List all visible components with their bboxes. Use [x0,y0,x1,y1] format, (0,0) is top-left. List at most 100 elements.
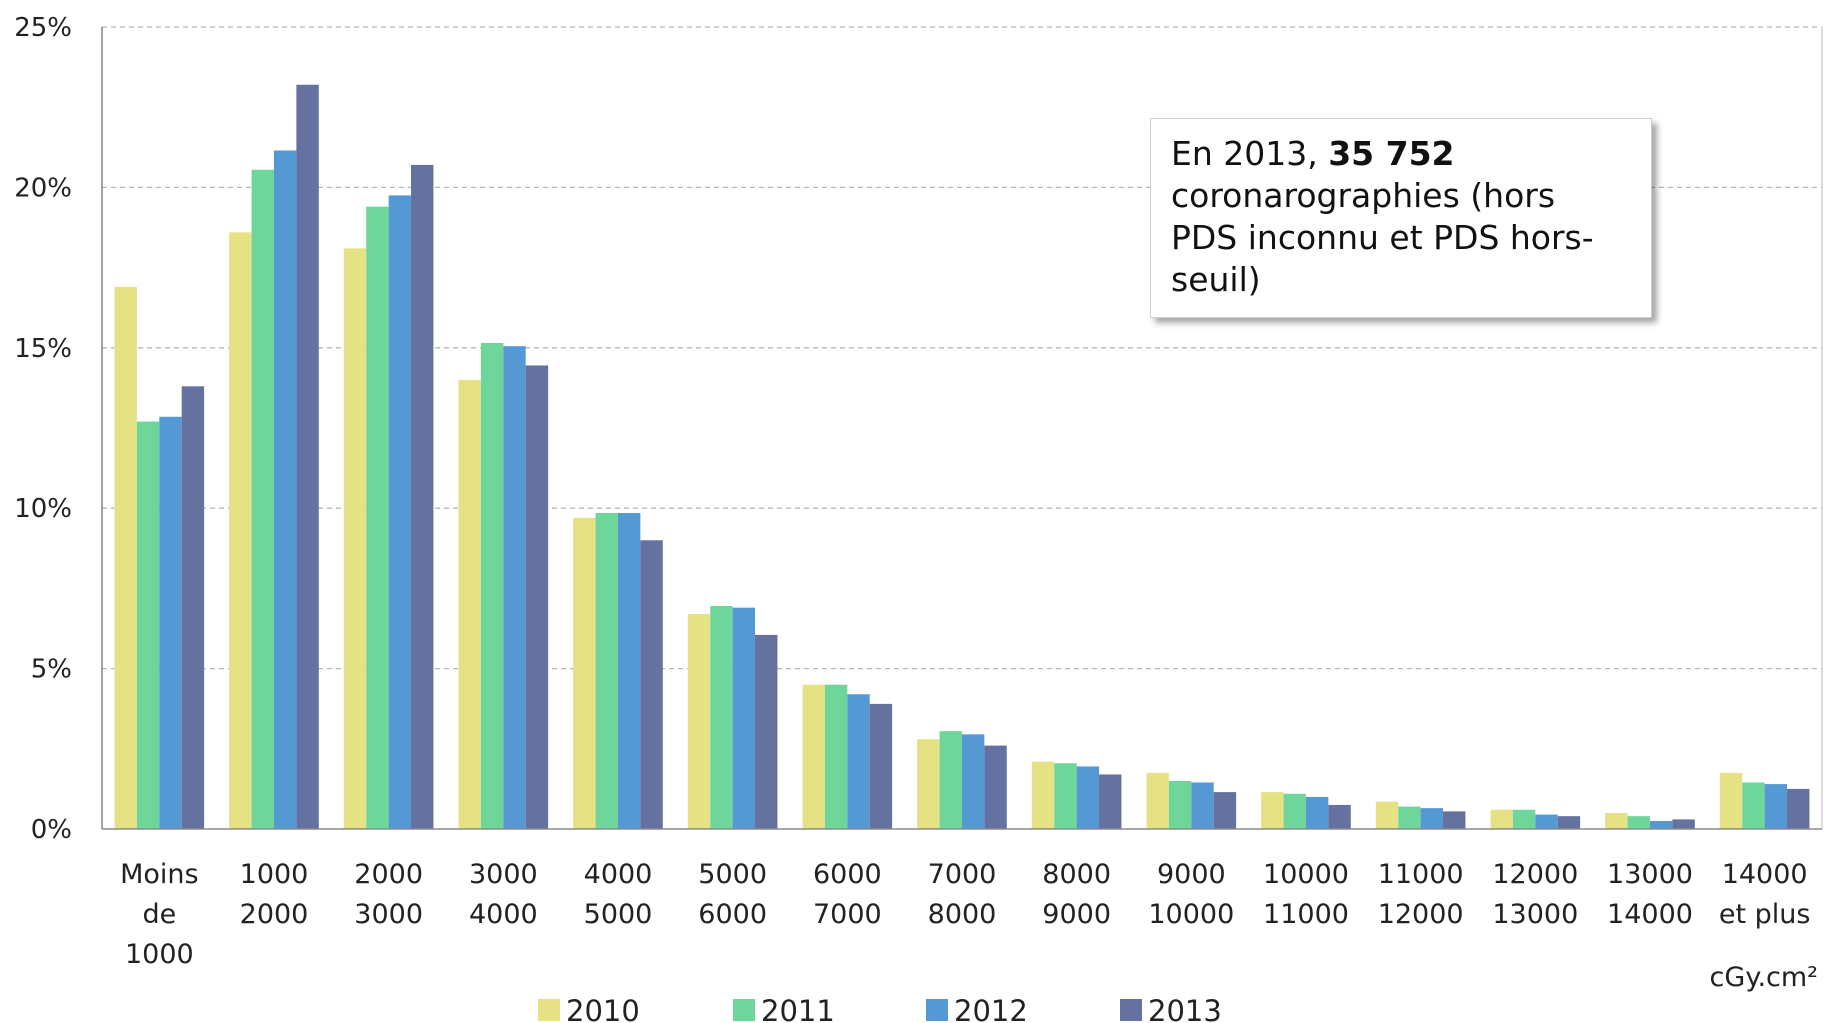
x-tick-label: 2000 [354,859,423,890]
bar [181,386,205,829]
x-tick-label: 11000 [1378,859,1464,890]
bars [114,84,1810,830]
bar [159,416,182,829]
bar [869,703,893,829]
y-tick-label: 25% [14,13,72,43]
x-tick-label: 6000 [698,899,767,930]
bar [251,169,274,830]
bar [847,694,870,829]
bar [1420,808,1444,829]
x-tick-label: 9000 [1157,859,1226,890]
x-tick-label: 12000 [1378,899,1464,930]
bar [1490,809,1513,829]
x-tick-label: 8000 [1042,859,1111,890]
bar [1512,809,1536,829]
x-axis-unit-label: cGy.cm² [1710,962,1818,993]
bar [229,232,252,829]
bar [1742,782,1765,829]
bar [503,346,526,829]
bar [1099,774,1122,829]
bar [1719,772,1743,829]
bar [1283,793,1306,829]
bar [1213,792,1237,829]
x-tick-label: 14000 [1722,859,1808,890]
y-tick-label: 5% [31,655,72,685]
x-tick-label: 12000 [1492,859,1578,890]
x-tick-label: 4000 [584,859,653,890]
bar [296,84,319,829]
annotation-suffix: coronarographies (hors PDS inconnu et PD… [1171,176,1594,299]
x-tick-label: 8000 [928,899,997,930]
legend-swatch [1120,999,1142,1021]
bar [961,734,985,829]
bar [1305,796,1329,829]
x-tick-label: 10000 [1148,899,1234,930]
bar [1146,772,1169,829]
bar [1398,806,1421,829]
bar [458,379,481,829]
bar [366,206,389,829]
bar [640,540,663,829]
bar [687,614,711,829]
bar [1168,780,1192,829]
bar [1054,763,1077,829]
bar [1328,804,1351,829]
bar [984,745,1007,829]
bar [617,513,641,829]
bar [273,150,297,829]
legend: 2010 2011 2012 2013 [538,994,1222,1023]
bar [732,607,756,829]
x-tick-label: Moins [120,859,199,890]
bar [388,195,412,830]
x-tick-label: 5000 [698,859,767,890]
bar [1076,766,1100,829]
x-tick-label: 3000 [469,859,538,890]
x-tick-label: et plus [1719,899,1811,930]
bar [1031,761,1055,829]
bar [1627,816,1650,829]
bar [1764,784,1788,829]
bar [824,684,848,829]
legend-label: 2010 [566,994,640,1023]
annotation-box: En 2013, 35 752 coronarographies (hors P… [1150,118,1652,318]
bar [939,731,962,829]
y-axis: 0% 5% 10% 15% 20% 25% [14,13,103,845]
legend-label: 2013 [1148,994,1222,1023]
bar [1261,792,1284,829]
legend-swatch [926,999,948,1021]
bar [114,286,137,829]
x-tick-label: 11000 [1263,899,1349,930]
bar [1191,782,1214,829]
x-tick-label: 13000 [1492,899,1578,930]
y-tick-label: 15% [14,334,72,364]
annotation-prefix: En 2013, [1171,134,1329,173]
bar [411,164,434,830]
x-tick-label: 5000 [584,899,653,930]
bar [1787,788,1810,829]
bar [917,739,940,829]
legend-swatch [733,999,755,1021]
annotation-count: 35 752 [1328,134,1455,173]
legend-label: 2011 [761,994,835,1023]
bar [1535,814,1558,829]
bar [1672,819,1695,829]
bar [136,421,160,829]
x-tick-label: 10000 [1263,859,1349,890]
y-tick-label: 10% [14,494,72,524]
bar [480,342,504,829]
bar [1649,820,1673,829]
x-tick-label: 1000 [125,939,194,970]
x-tick-label: 4000 [469,899,538,930]
y-tick-label: 20% [14,173,72,203]
x-tick-label: 14000 [1607,899,1693,930]
bar [1443,811,1466,829]
bar [710,606,733,829]
x-tick-label: 9000 [1042,899,1111,930]
x-tick-label: 6000 [813,859,882,890]
x-tick-label: de [142,899,176,930]
x-axis: Moins de 1000 1000 2000 2000 3000 3000 4000 4000 5… [102,828,1822,970]
bar [525,365,549,829]
x-tick-label: 13000 [1607,859,1693,890]
bar [1605,812,1628,829]
